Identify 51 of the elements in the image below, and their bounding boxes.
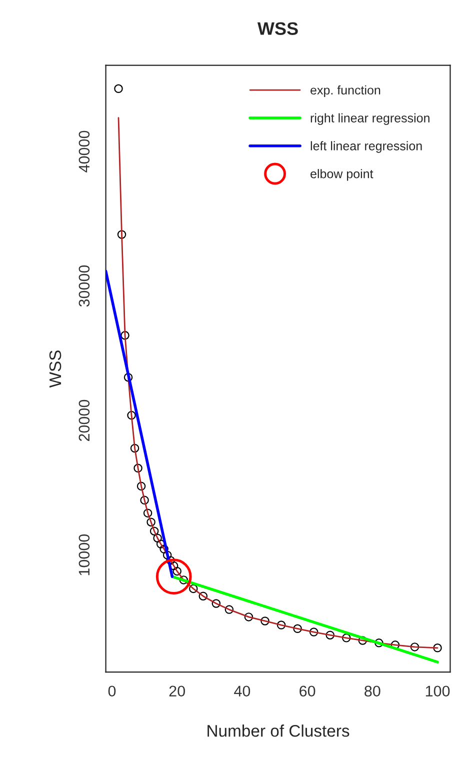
point [374,638,384,648]
point [117,230,126,239]
point [130,444,140,453]
x-tick-label: 60 [300,686,316,697]
x-tick-label: 80 [364,686,380,697]
point [433,644,442,652]
point [342,634,351,642]
x-axis-title: Number of Clusters [208,724,350,737]
point [410,642,420,652]
y-tick-label: 10000 [78,534,90,576]
point [172,566,182,576]
point [127,410,136,420]
point [293,624,302,634]
legend-label: elbow point [310,169,374,181]
y-tick-label: 20000 [78,400,90,441]
point [212,599,221,608]
point [143,508,152,518]
y-tick-label: 40000 [78,130,90,172]
point [224,605,234,614]
point [309,628,318,636]
legend-label: left linear regression [310,141,422,153]
point [124,372,133,382]
point [179,576,188,584]
x-tick-label: 0 [108,686,116,697]
legend-label: right linear regression [310,113,430,125]
point [134,464,142,473]
point [150,526,159,536]
point [120,330,130,340]
point [260,616,270,626]
point [140,496,149,505]
point [162,550,172,560]
point [146,518,156,526]
point [153,534,162,542]
chart-title: WSS [257,22,298,35]
x-tick-label: 40 [234,686,250,697]
point [136,482,146,491]
y-tick-label: 30000 [78,265,90,307]
point [276,620,286,630]
point [156,558,192,595]
point [358,636,368,645]
point [114,84,123,94]
point [188,584,198,594]
x-tick-label: 100 [426,686,450,697]
point [160,544,168,554]
point [244,612,254,622]
point [198,592,208,600]
point [326,630,334,640]
point [156,540,166,548]
legend-label: exp. function [310,85,380,98]
y-axis-title: WSS [49,350,62,388]
x-tick-label: 20 [169,686,185,697]
